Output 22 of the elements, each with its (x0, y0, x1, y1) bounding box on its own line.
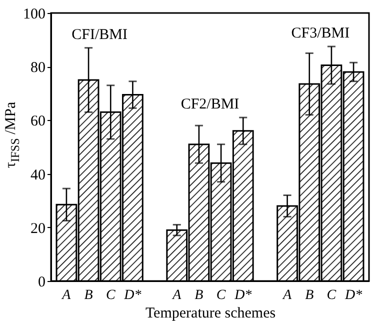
y-tick-label: 60 (30, 114, 46, 130)
x-tick-label: C (106, 288, 116, 303)
x-tick-label: B (194, 288, 204, 303)
y-tick-label: 20 (30, 220, 46, 237)
annotation: CF2/BMI (180, 96, 240, 113)
annotation: CF3/BMI (291, 26, 350, 42)
y-tick-label: 0 (38, 274, 46, 290)
x-tick-label: D* (234, 288, 252, 303)
y-tick-label: 40 (30, 167, 46, 184)
x-tick-label: A (61, 288, 72, 303)
x-axis-title: Temperature schemes (145, 306, 276, 321)
x-tick-label: D* (123, 288, 142, 303)
y-tick-label: 80 (30, 60, 46, 76)
x-tick-label: A (172, 288, 182, 303)
y-tick-label: 100 (23, 6, 46, 22)
x-tick-label: A (282, 288, 292, 303)
x-tick-label: B (305, 288, 314, 303)
annotation: CFI/BMI (72, 26, 128, 43)
x-tick-label: B (84, 288, 94, 303)
x-tick-label: C (216, 288, 226, 303)
x-tick-label: D* (344, 288, 362, 303)
x-tick-label: C (326, 288, 337, 303)
